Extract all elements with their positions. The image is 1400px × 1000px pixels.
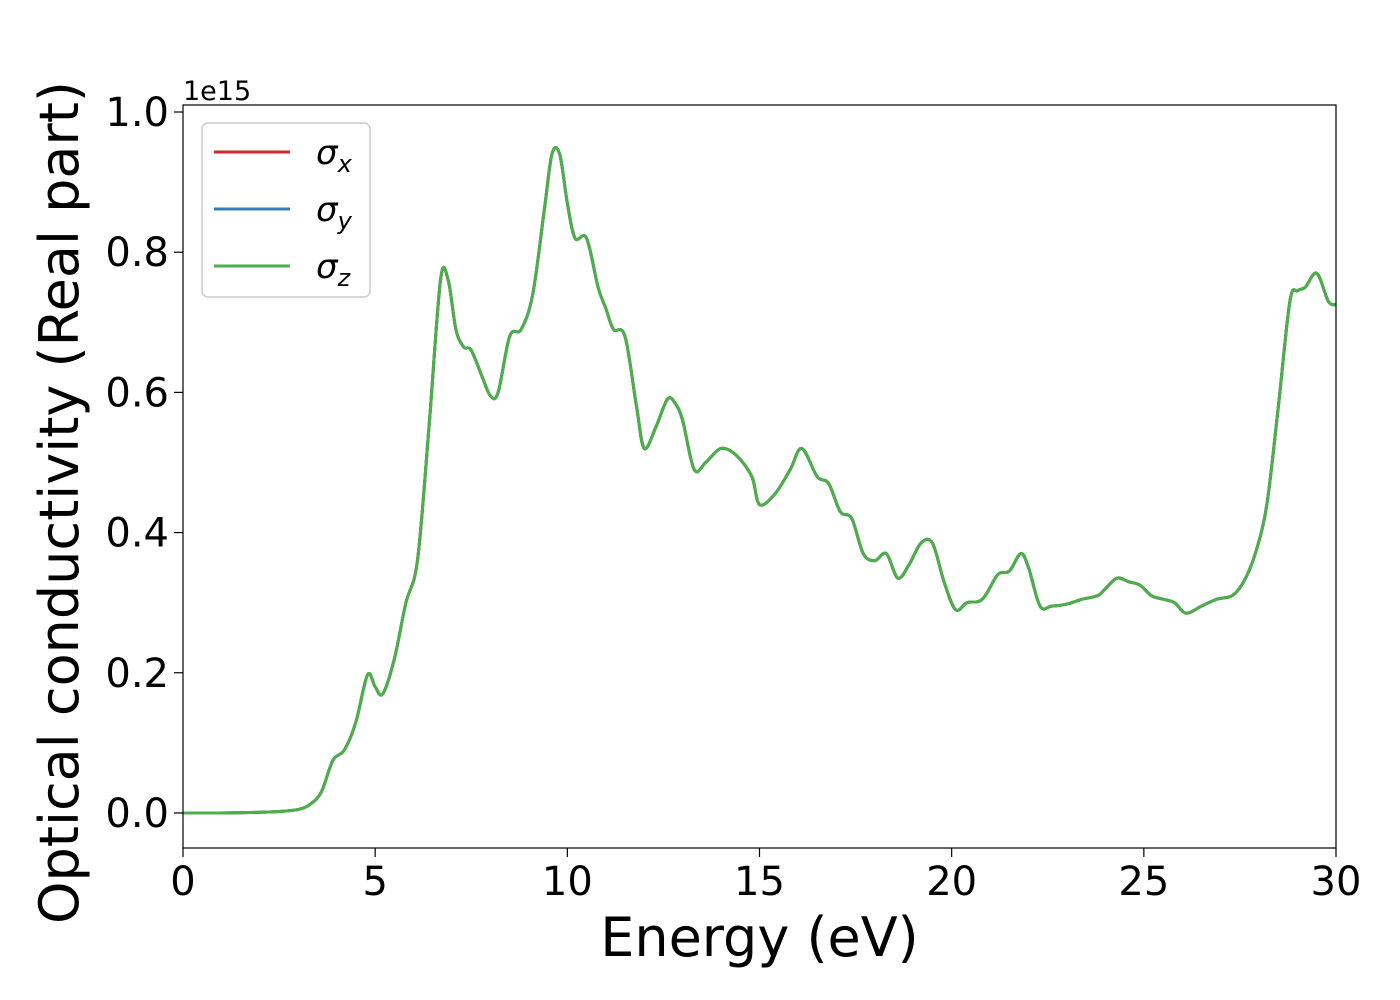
legend-symbol: σ <box>316 247 339 287</box>
x-tick-label: 0 <box>170 859 195 905</box>
legend-subscript: z <box>337 264 352 292</box>
x-tick-label: 5 <box>362 859 387 905</box>
x-axis-ticks: 0 5 10 15 20 25 30 <box>170 848 1361 905</box>
x-tick-label: 20 <box>926 859 977 905</box>
series-line-z <box>182 145 1337 815</box>
legend-symbol: σ <box>316 133 339 173</box>
y-tick-label: 1.0 <box>105 90 169 136</box>
x-tick-label: 15 <box>734 859 785 905</box>
x-tick-label: 30 <box>1311 859 1362 905</box>
legend-label-y: σy <box>316 190 353 235</box>
legend-label-z: σz <box>316 247 352 292</box>
y-tick-label: 0.0 <box>105 791 169 837</box>
y-axis-label: Optical conductivity (Real part) <box>28 81 91 924</box>
legend-label-x: σx <box>316 133 353 178</box>
series-layer <box>182 145 1337 815</box>
legend-subscript: x <box>337 150 353 178</box>
x-axis-label: Energy (eV) <box>600 906 919 969</box>
y-offset-text: 1e15 <box>183 76 251 107</box>
y-tick-label: 0.8 <box>105 230 169 276</box>
x-tick-label: 10 <box>542 859 593 905</box>
x-tick-label: 25 <box>1118 859 1169 905</box>
y-tick-label: 0.6 <box>105 370 169 416</box>
y-axis-ticks: 0.0 0.2 0.4 0.6 0.8 1.0 <box>105 90 183 837</box>
y-tick-label: 0.2 <box>105 651 169 697</box>
legend-symbol: σ <box>316 190 339 230</box>
y-tick-label: 0.4 <box>105 511 169 557</box>
legend-subscript: y <box>337 207 353 235</box>
